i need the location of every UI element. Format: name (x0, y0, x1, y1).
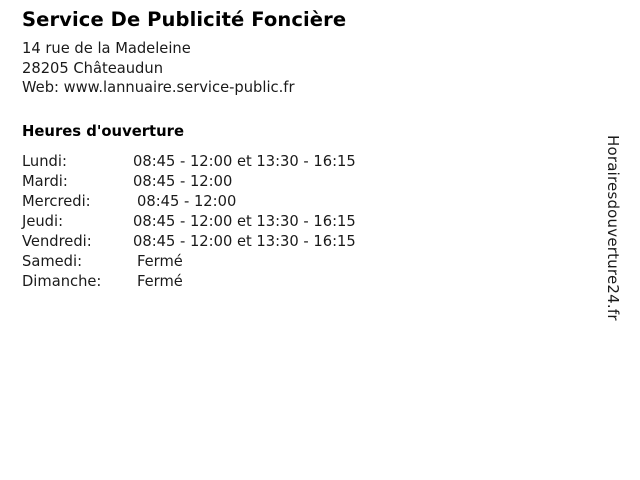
table-row: Samedi: Fermé (22, 252, 582, 272)
day-label: Samedi: (22, 252, 83, 270)
day-label: Mardi: (22, 172, 68, 190)
opening-hours-heading: Heures d'ouverture (22, 122, 184, 140)
address-line-city: 28205 Châteaudun (22, 59, 164, 77)
day-hours-value: 08:45 - 12:00 et 13:30 - 16:15 (133, 152, 356, 170)
content-block: Service De Publicité Foncière 14 rue de … (22, 8, 582, 292)
day-hours-value: 08:45 - 12:00 et 13:30 - 16:15 (133, 212, 356, 230)
day-hours-value: Fermé (137, 252, 183, 270)
day-hours-value: 08:45 - 12:00 (133, 172, 233, 190)
table-row: Vendredi: 08:45 - 12:00 et 13:30 - 16:15 (22, 232, 582, 252)
table-row: Mardi: 08:45 - 12:00 (22, 172, 582, 192)
day-label: Lundi: (22, 152, 67, 170)
table-row: Mercredi: 08:45 - 12:00 (22, 192, 582, 212)
day-label: Mercredi: (22, 192, 91, 210)
address-line-street: 14 rue de la Madeleine (22, 40, 191, 57)
day-hours-value: 08:45 - 12:00 (137, 192, 237, 210)
opening-hours-table: Lundi: 08:45 - 12:00 et 13:30 - 16:15 Ma… (22, 152, 582, 292)
address-line-web: Web: www.lannuaire.service-public.fr (22, 79, 295, 97)
day-hours-value: 08:45 - 12:00 et 13:30 - 16:15 (133, 232, 356, 250)
day-label: Dimanche: (22, 272, 102, 290)
day-label: Jeudi: (22, 212, 64, 230)
address-block: 14 rue de la Madeleine 28205 Châteaudun … (22, 39, 582, 98)
table-row: Jeudi: 08:45 - 12:00 et 13:30 - 16:15 (22, 212, 582, 232)
site-watermark: Horairesdouverture24.fr (604, 135, 622, 321)
day-label: Vendredi: (22, 232, 92, 250)
table-row: Dimanche: Fermé (22, 272, 582, 292)
table-row: Lundi: 08:45 - 12:00 et 13:30 - 16:15 (22, 152, 582, 172)
day-hours-value: Fermé (137, 272, 183, 290)
page-title: Service De Publicité Foncière (22, 8, 347, 31)
